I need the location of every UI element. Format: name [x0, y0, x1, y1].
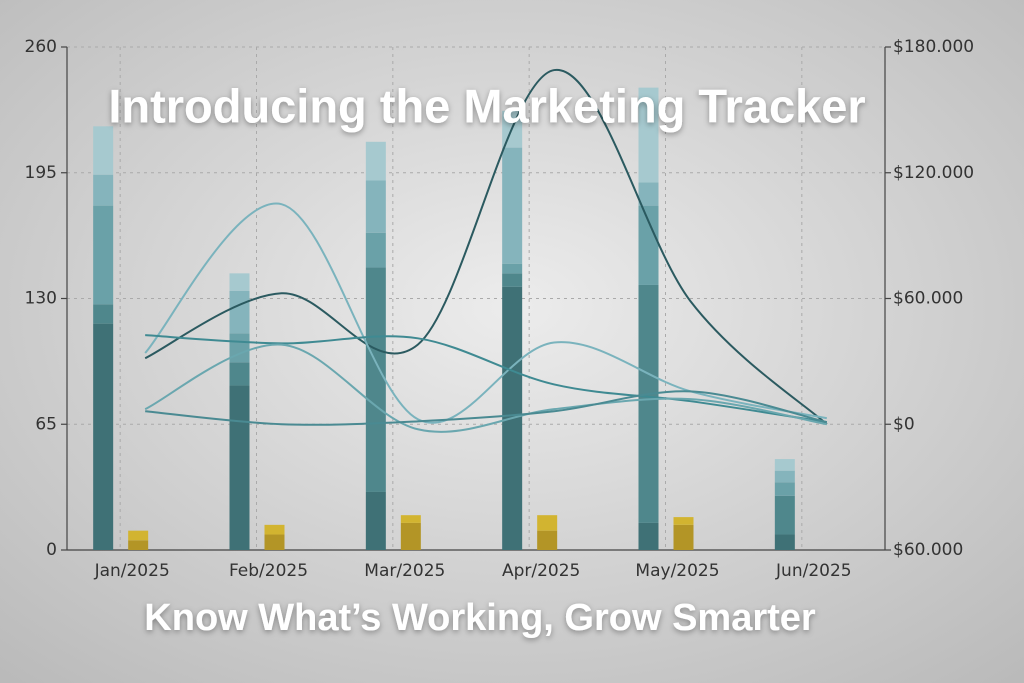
bar	[638, 284, 659, 523]
bar	[774, 482, 795, 496]
y2-tick-label: $120.000	[893, 163, 974, 183]
bar	[128, 540, 149, 550]
y-tick-label: 130	[25, 289, 57, 309]
y2-tick-label: $180.000	[893, 37, 974, 57]
plot-area: 0 65 130 195 260 $60.000 $0 $60.000 $120.000 $180…	[25, 37, 975, 581]
line	[145, 334, 827, 424]
bar	[502, 273, 523, 287]
y-tick-label: 260	[25, 37, 57, 57]
bar	[673, 524, 694, 550]
y2-tick-label: $60.000	[893, 289, 963, 309]
bar	[365, 180, 386, 233]
x-tick-label: Jun/2025	[775, 561, 852, 581]
y2-tick-label: $0	[893, 414, 915, 434]
line	[145, 390, 828, 426]
chart-title: Introducing the Marketing Tracker	[108, 79, 865, 132]
bar	[93, 205, 114, 305]
bar	[673, 517, 694, 525]
line	[144, 69, 828, 425]
bar	[229, 362, 250, 386]
bar	[365, 491, 386, 550]
bar	[638, 182, 659, 206]
bar	[638, 205, 659, 285]
chart-subtitle: Know What’s Working, Grow Smarter	[144, 597, 816, 639]
bar	[638, 87, 659, 183]
bar	[537, 530, 558, 550]
x-tick-label: Feb/2025	[229, 561, 308, 581]
bar	[774, 534, 795, 550]
bar	[537, 515, 558, 531]
bar	[229, 385, 250, 550]
bar	[229, 333, 250, 363]
y-tick-label: 0	[46, 540, 57, 560]
bar	[774, 459, 795, 471]
bar	[774, 495, 795, 535]
bar	[128, 530, 149, 541]
bar	[93, 174, 114, 206]
bar	[93, 323, 114, 550]
bar	[264, 524, 285, 535]
y-tick-label: 65	[35, 414, 57, 434]
bar	[502, 147, 523, 264]
bar	[638, 522, 659, 550]
bar	[264, 534, 285, 550]
line	[144, 343, 828, 433]
bar	[365, 267, 386, 492]
bar	[365, 141, 386, 181]
bar	[93, 126, 114, 175]
x-tick-label: Mar/2025	[364, 561, 445, 581]
bar	[400, 515, 421, 523]
x-tick-label: Jan/2025	[94, 561, 170, 581]
bar	[400, 522, 421, 550]
x-tick-label: Apr/2025	[502, 561, 580, 581]
bar	[774, 470, 795, 483]
bar	[93, 304, 114, 324]
y2-tick-label: $60.000	[893, 540, 963, 560]
bar	[365, 232, 386, 268]
bar	[229, 290, 250, 334]
bar	[502, 263, 523, 274]
x-tick-label: May/2025	[635, 561, 719, 581]
bar	[229, 273, 250, 291]
y-tick-label: 195	[25, 163, 57, 183]
